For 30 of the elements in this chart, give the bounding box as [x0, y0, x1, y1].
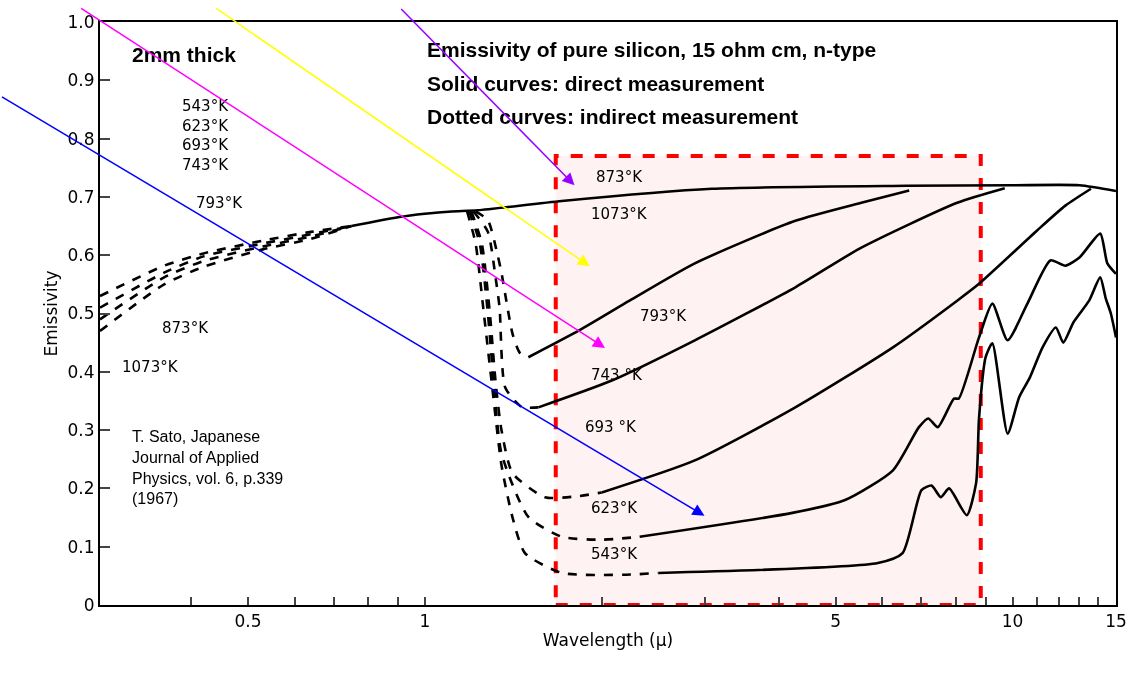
y-axis-title: Emissivity — [40, 270, 61, 357]
x-tick-label: 0.5 — [234, 611, 262, 632]
y-tick-label: 0.4 — [67, 361, 95, 382]
y-tick-label: 0.2 — [67, 478, 95, 499]
annotation: 873°K — [596, 168, 644, 186]
annotation: 543°K 623°K 693°K 743°K — [182, 97, 230, 174]
annotation: 1073°K — [122, 358, 179, 376]
annotation: 693 °K — [585, 418, 637, 436]
annotation: Solid curves: direct measurement — [427, 72, 765, 95]
x-tick-label: 5 — [830, 611, 842, 632]
x-tick-label: 1 — [419, 611, 431, 632]
x-axis-title: Wavelength (μ) — [542, 630, 674, 651]
annotation: 793°K — [640, 307, 688, 325]
y-tick-label: 0.5 — [67, 303, 95, 324]
y-tick-label: 0.7 — [67, 186, 95, 207]
y-tick-label: 1.0 — [67, 11, 95, 32]
annotation: 1073°K — [591, 205, 648, 223]
x-tick-label: 15 — [1105, 611, 1127, 632]
y-tick-label: 0.3 — [67, 420, 95, 441]
annotation: 543°K — [591, 545, 639, 563]
y-tick-label: 0.1 — [67, 536, 95, 557]
annotation: 793°K — [196, 194, 244, 212]
y-tick-label: 0.8 — [67, 128, 95, 149]
annotation: 623°K — [591, 499, 639, 517]
annotation: T. Sato, Japanese Journal of Applied Physics, vol. 6, p.339 (1967) — [132, 428, 284, 508]
annotation: 873°K — [162, 319, 210, 337]
y-tick-label: 0 — [83, 594, 95, 615]
y-tick-label: 0.9 — [67, 70, 95, 91]
y-tick-label: 0.6 — [67, 245, 95, 266]
x-tick-label: 10 — [1001, 611, 1024, 632]
